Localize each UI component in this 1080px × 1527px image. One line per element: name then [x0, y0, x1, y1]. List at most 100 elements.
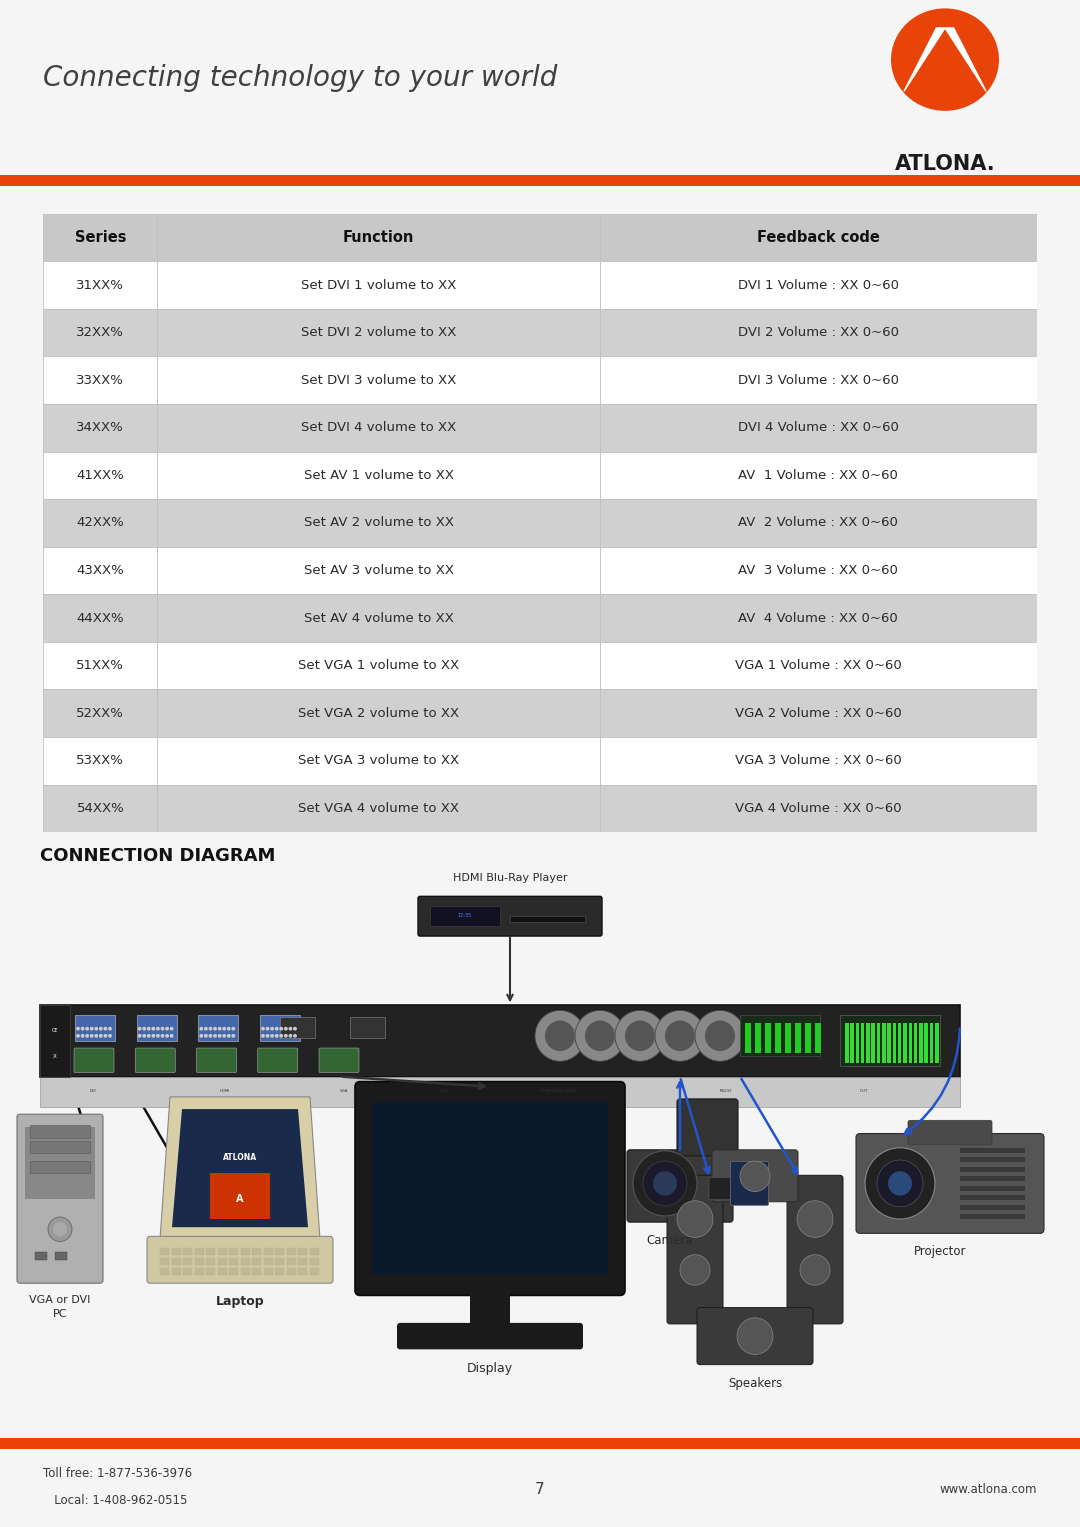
Circle shape [53, 1222, 67, 1237]
Circle shape [86, 1028, 89, 1029]
Text: AV  3 Volume : XX 0~60: AV 3 Volume : XX 0~60 [739, 563, 899, 577]
Circle shape [166, 1035, 168, 1037]
Text: Set DVI 1 volume to XX: Set DVI 1 volume to XX [301, 278, 456, 292]
Text: Function: Function [342, 231, 415, 244]
Text: DVI: DVI [90, 1089, 96, 1093]
Bar [599, 356, 1037, 405]
Bar [158, 356, 599, 405]
Circle shape [271, 1028, 273, 1029]
Bar [310, 1248, 319, 1255]
Bar [43, 405, 158, 452]
Circle shape [105, 1035, 107, 1037]
Bar [43, 641, 158, 690]
Circle shape [205, 1035, 207, 1037]
Text: 43XX%: 43XX% [77, 563, 124, 577]
Polygon shape [172, 1109, 308, 1228]
Text: 54XX%: 54XX% [77, 802, 124, 815]
Text: VGA: VGA [340, 1089, 349, 1093]
Text: Set AV 1 volume to XX: Set AV 1 volume to XX [303, 469, 454, 483]
Text: COMPOSITE VIDEO: COMPOSITE VIDEO [540, 1089, 577, 1093]
Bar [599, 499, 1037, 547]
Text: 34XX%: 34XX% [77, 421, 124, 434]
FancyBboxPatch shape [856, 1133, 1044, 1234]
Bar [43, 261, 158, 308]
Text: HDMI: HDMI [220, 1089, 230, 1093]
Circle shape [705, 1020, 735, 1051]
Bar [218, 1248, 227, 1255]
Circle shape [654, 1011, 705, 1061]
Circle shape [99, 1028, 102, 1029]
Text: VGA 4 Volume : XX 0~60: VGA 4 Volume : XX 0~60 [734, 802, 902, 815]
Bar [206, 1267, 215, 1275]
Bar [43, 594, 158, 641]
Bar [43, 214, 158, 261]
Circle shape [143, 1028, 146, 1029]
Bar [897, 1023, 902, 1063]
Bar [298, 1248, 308, 1255]
Text: Local: 1-408-962-0515: Local: 1-408-962-0515 [43, 1493, 188, 1507]
Bar [43, 452, 158, 499]
Bar [253, 1248, 261, 1255]
Bar [253, 1258, 261, 1264]
Bar [510, 916, 585, 922]
Bar [158, 308, 599, 356]
Circle shape [152, 1028, 154, 1029]
Bar [805, 1023, 811, 1054]
Bar [280, 1017, 315, 1038]
Text: 41XX%: 41XX% [77, 469, 124, 483]
Text: Speakers: Speakers [728, 1377, 782, 1390]
Bar [882, 1023, 886, 1063]
Circle shape [680, 1255, 710, 1286]
Bar [172, 1248, 180, 1255]
Circle shape [218, 1028, 220, 1029]
Circle shape [633, 1151, 697, 1215]
Bar [158, 594, 599, 641]
Circle shape [77, 1028, 79, 1029]
Bar [765, 1023, 771, 1054]
Text: OUT: OUT [440, 1089, 448, 1093]
Circle shape [740, 1161, 770, 1191]
Bar [275, 1258, 284, 1264]
Bar [935, 1023, 939, 1063]
FancyBboxPatch shape [319, 1048, 359, 1072]
Bar [43, 547, 158, 594]
FancyBboxPatch shape [197, 1048, 237, 1072]
Bar [372, 1102, 608, 1275]
Bar [43, 356, 158, 405]
Bar [0, 1438, 1080, 1449]
Circle shape [535, 1011, 585, 1061]
Circle shape [877, 1161, 923, 1206]
Bar [172, 1267, 180, 1275]
Text: Set VGA 4 volume to XX: Set VGA 4 volume to XX [298, 802, 459, 815]
Bar [960, 1185, 1025, 1191]
Bar [229, 1267, 239, 1275]
FancyBboxPatch shape [355, 1081, 625, 1295]
Bar [855, 1023, 859, 1063]
FancyBboxPatch shape [258, 1048, 298, 1072]
Bar [30, 1141, 90, 1153]
Bar [599, 308, 1037, 356]
Bar [172, 1258, 180, 1264]
Bar [775, 1023, 781, 1054]
Bar [919, 1023, 922, 1063]
Text: 53XX%: 53XX% [77, 754, 124, 768]
Circle shape [294, 1028, 296, 1029]
Bar [960, 1205, 1025, 1209]
Bar [264, 1258, 273, 1264]
Text: Set VGA 3 volume to XX: Set VGA 3 volume to XX [298, 754, 459, 768]
Circle shape [696, 1011, 745, 1061]
Text: Set DVI 3 volume to XX: Set DVI 3 volume to XX [301, 374, 456, 386]
Bar [241, 1258, 249, 1264]
Circle shape [99, 1035, 102, 1037]
Circle shape [625, 1020, 654, 1051]
Text: Set VGA 1 volume to XX: Set VGA 1 volume to XX [298, 660, 459, 672]
Bar [599, 547, 1037, 594]
FancyBboxPatch shape [17, 1115, 103, 1283]
Bar [298, 1258, 308, 1264]
Bar [218, 1258, 227, 1264]
FancyBboxPatch shape [712, 1150, 798, 1202]
Bar [893, 1023, 896, 1063]
Bar [253, 1267, 261, 1275]
Bar [30, 1161, 90, 1173]
Bar [194, 1267, 204, 1275]
